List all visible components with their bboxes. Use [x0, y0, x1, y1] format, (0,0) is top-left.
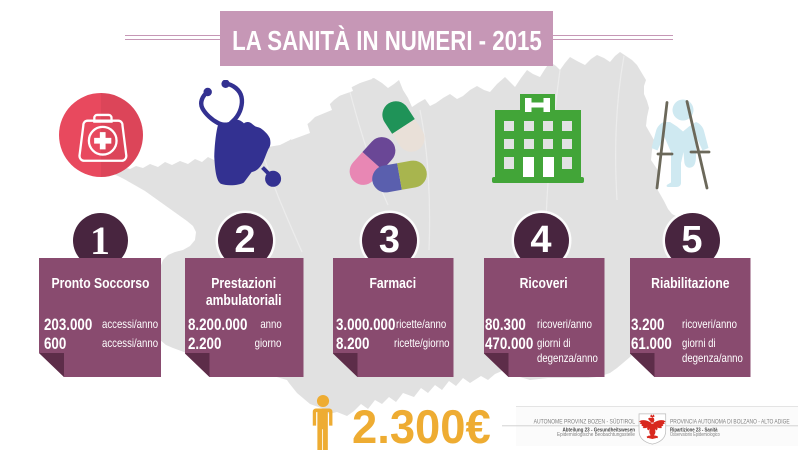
svg-text:Epidemiologische Beobachtungss: Epidemiologische Beobachtungsstelle: [557, 432, 635, 438]
svg-text:Osservatorio Epidemiologico: Osservatorio Epidemiologico: [670, 432, 720, 438]
svg-text:AUTONOME PROVINZ BOZEN - SÜDTI: AUTONOME PROVINZ BOZEN - SÜDTIROL: [534, 419, 636, 426]
svg-text:PROVINCIA AUTONOMA DI BOLZANO: PROVINCIA AUTONOMA DI BOLZANO - ALTO ADI…: [670, 420, 790, 426]
svg-text:Abteilung 23 - Gesundheitswese: Abteilung 23 - Gesundheitswesen: [563, 427, 636, 433]
svg-text:Ripartizione 23 - Sanità: Ripartizione 23 - Sanità: [670, 427, 718, 433]
